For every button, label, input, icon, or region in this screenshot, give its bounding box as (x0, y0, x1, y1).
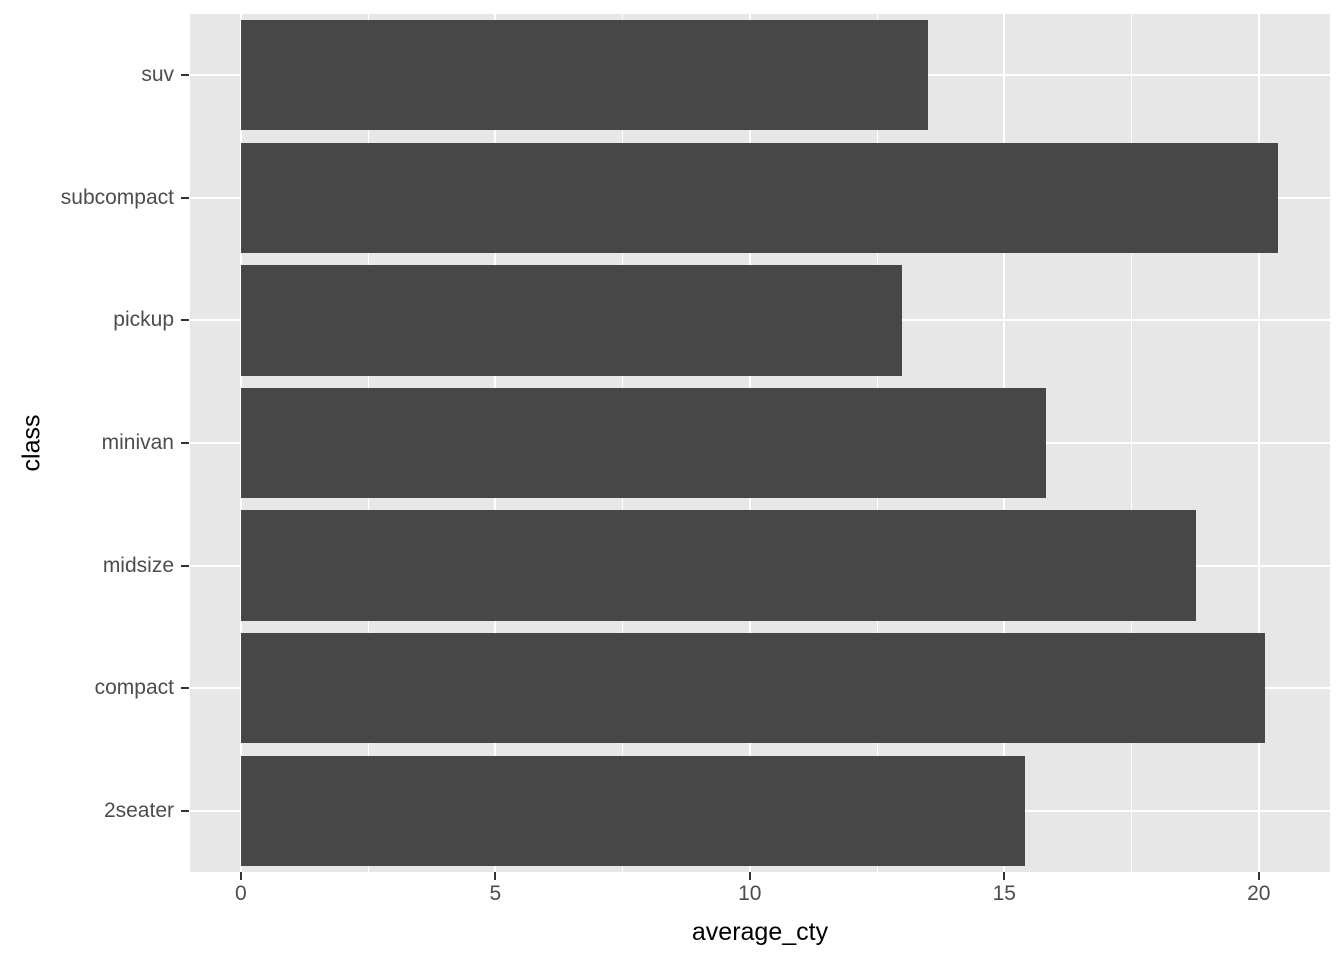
bar-suv (240, 20, 928, 131)
bar-compact (240, 632, 1266, 744)
bar-minivan (240, 387, 1047, 499)
y-tick-mark (181, 74, 189, 77)
x-tick-mark (1257, 872, 1260, 880)
x-tick-label: 15 (992, 882, 1016, 905)
x-tick-label: 10 (738, 882, 762, 905)
bar-pickup (240, 265, 903, 376)
y-tick-mark (181, 319, 189, 322)
x-tick-mark (748, 872, 751, 880)
y-axis-title: class (17, 414, 46, 472)
bar-layer (190, 14, 1330, 872)
y-tick-mark (181, 196, 189, 199)
y-tick-mark (181, 687, 189, 690)
y-tick-label: midsize (102, 553, 174, 577)
bar-2seater (240, 755, 1025, 866)
y-tick-label: subcompact (60, 185, 174, 209)
plot-panel (190, 14, 1330, 872)
x-axis-title: average_cty (691, 918, 829, 946)
y-tick-label: 2seater (103, 798, 174, 822)
y-tick-mark (181, 442, 189, 444)
x-tick-mark (239, 872, 242, 880)
bar-midsize (240, 510, 1196, 621)
x-tick-label: 20 (1247, 882, 1271, 905)
x-tick-mark (494, 872, 497, 880)
y-tick-mark (181, 564, 189, 567)
bar-subcompact (240, 142, 1278, 253)
x-tick-mark (1003, 872, 1006, 880)
y-tick-label: compact (94, 676, 174, 700)
y-tick-label: suv (141, 63, 174, 87)
x-tick-label: 5 (489, 882, 502, 905)
y-tick-label: pickup (113, 308, 174, 332)
y-tick-mark (181, 809, 189, 812)
x-tick-label: 0 (235, 882, 247, 905)
